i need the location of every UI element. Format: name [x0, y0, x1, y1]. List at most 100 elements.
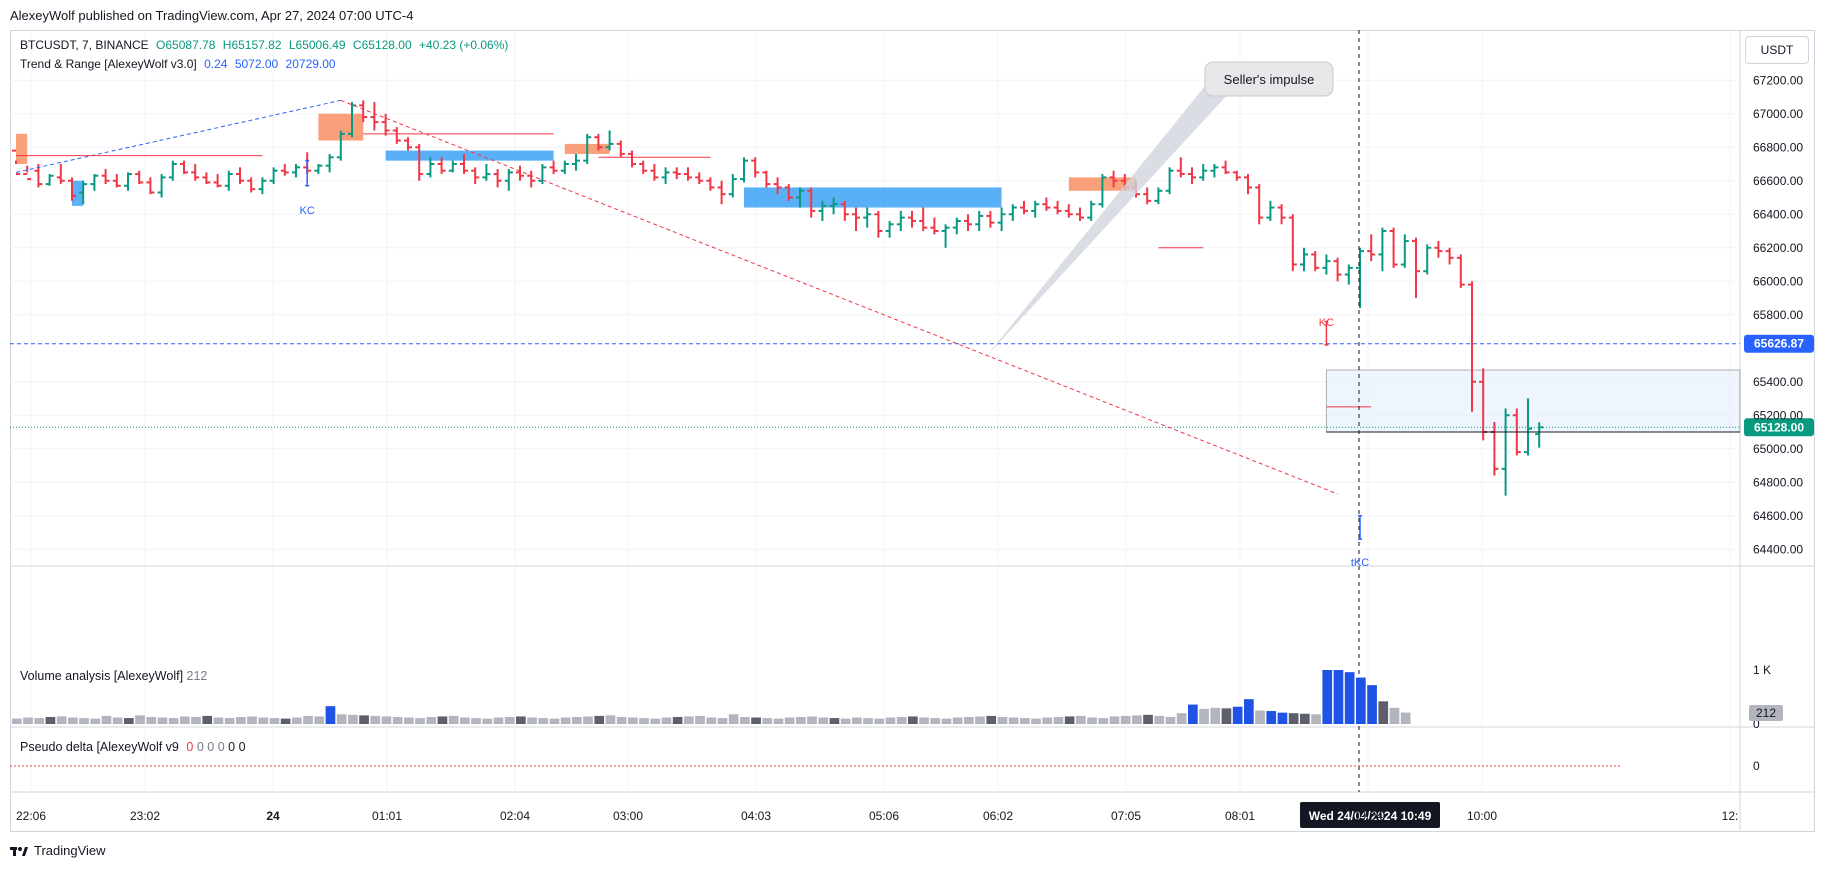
volume-bar — [639, 718, 649, 724]
volume-bar — [493, 717, 504, 724]
y-tick-label: 65400.00 — [1753, 375, 1803, 389]
volume-bar — [896, 716, 907, 724]
ohlc-bar — [829, 197, 838, 215]
volume-bar — [1400, 712, 1411, 724]
currency-button[interactable]: USDT — [1745, 36, 1809, 64]
ohlc-bar — [224, 170, 233, 191]
target-box — [1325, 369, 1741, 433]
volume-bar — [751, 717, 761, 724]
volume-bar — [146, 716, 157, 724]
y-tick-label: 66200.00 — [1753, 241, 1803, 255]
ohlc-bar — [1344, 264, 1353, 285]
ohlc-bar — [1311, 251, 1320, 272]
ohlc-bar — [168, 160, 177, 181]
y-tick-label: 65800.00 — [1753, 308, 1803, 322]
blue-line-price-badge-text: 65626.87 — [1754, 337, 1804, 351]
volume-bar — [471, 718, 481, 724]
ohlc-bar — [1109, 170, 1118, 188]
ohlc-bar — [1064, 204, 1073, 218]
delta-indicator-name[interactable]: Pseudo delta [AlexeyWolf v9 — [20, 740, 179, 754]
volume-bar — [829, 718, 840, 724]
ohlc-bar — [560, 160, 569, 175]
ohlc-bar — [527, 170, 536, 188]
ohlc-bar — [751, 157, 760, 178]
volume-axis-label: 1 K — [1753, 663, 1771, 677]
volume-bar — [1087, 717, 1097, 724]
y-tick-label: 66800.00 — [1753, 140, 1803, 154]
ohlc-bar — [45, 174, 54, 186]
ohlc-bar — [896, 210, 905, 231]
ohlc-bar — [448, 160, 457, 173]
symbol-name[interactable]: BTCUSDT, 7, BINANCE — [20, 38, 149, 52]
ohlc-bar — [68, 177, 76, 201]
ohlc-bar — [874, 210, 883, 238]
ohlc-bar — [594, 133, 603, 151]
volume-bar — [527, 717, 537, 724]
published-line: AlexeyWolf published on TradingView.com,… — [10, 8, 414, 23]
ohlc-bar — [1165, 167, 1174, 195]
volume-bar — [818, 717, 829, 724]
ohlc-bar — [975, 210, 984, 231]
ohlc-bar — [493, 169, 502, 188]
indicator-value: 20729.00 — [285, 57, 336, 71]
ohlc-bar — [639, 160, 648, 175]
y-tick-label: 67000.00 — [1753, 107, 1803, 121]
callout-box[interactable] — [1204, 61, 1334, 97]
ohlc-bar — [1322, 254, 1331, 275]
volume-bar — [1277, 712, 1288, 724]
ohlc-bar — [124, 172, 132, 191]
ohlc-bar — [404, 137, 412, 151]
indicator-name[interactable]: Trend & Range [AlexeyWolf v3.0] — [20, 57, 197, 71]
ohlc-bar — [1076, 207, 1084, 221]
volume-bar — [941, 718, 952, 724]
range-zone-orange — [16, 133, 28, 164]
ohlc-bar — [583, 133, 592, 164]
x-tick-label: 09:04 — [1353, 809, 1383, 823]
ohlc-bar — [706, 177, 715, 191]
ohlc-bar — [236, 167, 244, 185]
volume-bar — [1210, 707, 1221, 724]
volume-bar — [796, 716, 806, 724]
open-value: O65087.78 — [156, 38, 216, 52]
ohlc-bar — [740, 157, 748, 183]
volume-bar — [740, 716, 750, 724]
kc-left-label: KC — [300, 205, 315, 217]
volume-bar — [1221, 708, 1232, 724]
volume-bar — [672, 716, 683, 724]
volume-bar — [1266, 711, 1277, 724]
volume-bar — [516, 716, 526, 724]
low-value: L65006.49 — [288, 38, 346, 52]
ohlc-bar — [684, 167, 692, 181]
ohlc-bar — [258, 177, 267, 195]
volume-bar — [213, 717, 224, 724]
volume-bar — [236, 716, 246, 724]
volume-bar — [863, 718, 873, 724]
indicator-value: 0.24 — [204, 57, 228, 71]
ohlc-bar — [863, 207, 872, 228]
volume-bar — [124, 718, 134, 724]
ohlc-bar — [90, 174, 99, 191]
volume-bar — [1020, 718, 1030, 724]
range-zone-blue — [72, 180, 84, 206]
delta-axis-label: 0 — [1753, 759, 1760, 773]
delta-value: 0 — [186, 740, 194, 754]
volume-bar — [460, 717, 470, 724]
volume-bar — [292, 717, 302, 724]
volume-bar — [717, 718, 728, 724]
volume-bar — [762, 718, 773, 724]
footer-brand: TradingView — [34, 843, 106, 858]
volume-indicator-name[interactable]: Volume analysis [AlexeyWolf] — [20, 669, 184, 683]
volume-bar — [280, 718, 291, 724]
volume-bar — [45, 716, 56, 724]
volume-bar — [348, 714, 358, 724]
volume-bar — [1053, 716, 1064, 724]
volume-bar — [504, 716, 515, 724]
ohlc-bar — [1154, 187, 1163, 205]
volume-value-badge-text: 212 — [1756, 706, 1776, 720]
x-tick-label: 12: — [1722, 809, 1739, 823]
ohlc-bar — [908, 210, 916, 228]
volume-bar — [56, 716, 67, 724]
ohlc-bar — [12, 149, 20, 176]
volume-bar — [359, 715, 369, 724]
